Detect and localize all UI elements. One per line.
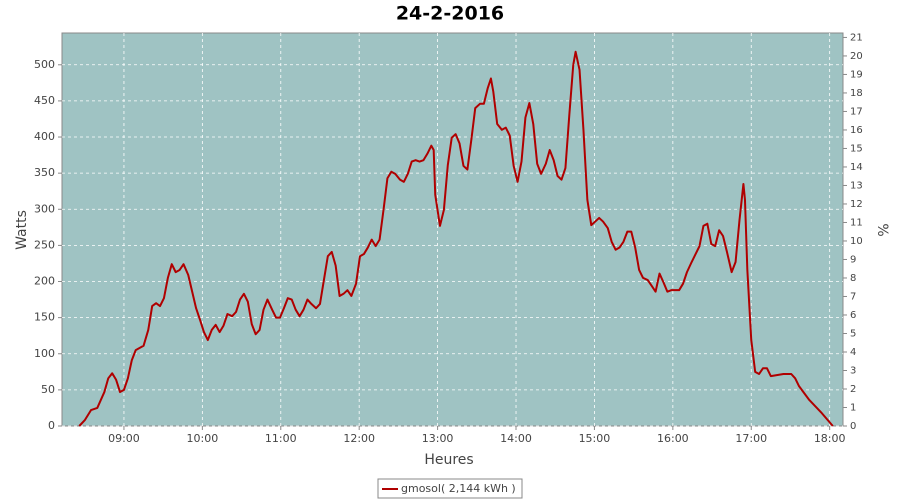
y2-tick-label: 3 — [850, 365, 856, 376]
x-tick-label: 09:00 — [108, 432, 140, 445]
legend-label: gmosol( 2,144 kWh ) — [401, 482, 516, 495]
y2-tick-label: 4 — [850, 347, 856, 358]
y2-tick-label: 18 — [850, 88, 863, 99]
y2-tick-label: 10 — [850, 236, 863, 247]
x-tick-label: 16:00 — [657, 432, 689, 445]
y2-tick-label: 17 — [850, 106, 863, 117]
x-axis-label: Heures — [424, 452, 473, 468]
y-tick-label: 100 — [34, 347, 55, 360]
y2-axis-label: % — [874, 223, 890, 236]
y-tick-label: 150 — [34, 311, 55, 324]
y-tick-label: 350 — [34, 166, 55, 179]
x-tick-label: 12:00 — [343, 432, 375, 445]
y-tick-label: 50 — [41, 383, 55, 396]
chart-title: 24-2-2016 — [396, 3, 504, 25]
y-tick-label: 250 — [34, 238, 55, 251]
y2-tick-label: 14 — [850, 162, 863, 173]
x-tick-label: 10:00 — [187, 432, 219, 445]
y2-tick-label: 12 — [850, 199, 863, 210]
y2-tick-label: 11 — [850, 217, 863, 228]
x-tick-label: 13:00 — [422, 432, 454, 445]
y-tick-label: 500 — [34, 58, 55, 71]
x-tick-label: 11:00 — [265, 432, 297, 445]
plot-area — [61, 32, 844, 427]
y2-tick-label: 2 — [850, 384, 856, 395]
y2-tick-label: 19 — [850, 69, 863, 80]
y-tick-label: 200 — [34, 275, 55, 288]
y-axis-label: Watts — [14, 210, 30, 250]
x-tick-label: 14:00 — [500, 432, 532, 445]
y-tick-label: 0 — [48, 419, 55, 432]
y2-tick-label: 13 — [850, 180, 863, 191]
y2-tick-label: 9 — [850, 254, 856, 265]
y2-tick-label: 21 — [850, 32, 863, 43]
x-tick-label: 17:00 — [735, 432, 767, 445]
y2-tick-label: 6 — [850, 310, 856, 321]
y-tick-label: 400 — [34, 130, 55, 143]
y2-tick-label: 8 — [850, 273, 856, 284]
x-tick-label: 15:00 — [579, 432, 611, 445]
data-line — [78, 50, 834, 427]
y2-tick-label: 5 — [850, 328, 856, 339]
legend-box — [377, 478, 523, 499]
y-tick-label: 450 — [34, 94, 55, 107]
y-tick-label: 300 — [34, 202, 55, 215]
y2-tick-label: 7 — [850, 291, 856, 302]
x-tick-label: 18:00 — [814, 432, 846, 445]
y2-tick-label: 1 — [850, 402, 856, 413]
y2-tick-label: 0 — [850, 421, 856, 432]
y2-tick-label: 20 — [850, 51, 863, 62]
y2-tick-label: 15 — [850, 143, 863, 154]
y2-tick-label: 16 — [850, 125, 863, 136]
